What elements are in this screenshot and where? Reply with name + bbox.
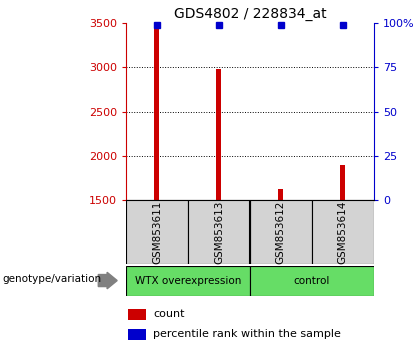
- Bar: [216, 69, 221, 200]
- Bar: [129, 309, 146, 320]
- Bar: [126, 266, 250, 296]
- FancyArrow shape: [98, 272, 117, 289]
- Text: count: count: [153, 309, 185, 319]
- Bar: [278, 189, 284, 200]
- Text: control: control: [294, 275, 330, 286]
- Text: GSM853612: GSM853612: [276, 200, 286, 264]
- Text: GSM853611: GSM853611: [152, 200, 162, 264]
- Bar: [250, 200, 312, 264]
- Text: percentile rank within the sample: percentile rank within the sample: [153, 329, 341, 339]
- Bar: [340, 166, 345, 200]
- Text: genotype/variation: genotype/variation: [3, 274, 102, 284]
- Bar: [312, 200, 374, 264]
- Text: GSM853614: GSM853614: [338, 200, 348, 264]
- Bar: [126, 200, 188, 264]
- Bar: [155, 24, 160, 200]
- Text: WTX overexpression: WTX overexpression: [135, 275, 241, 286]
- Bar: [188, 200, 250, 264]
- Bar: [129, 329, 146, 339]
- Bar: [250, 266, 374, 296]
- Text: GSM853613: GSM853613: [214, 200, 224, 264]
- Title: GDS4802 / 228834_at: GDS4802 / 228834_at: [173, 7, 326, 21]
